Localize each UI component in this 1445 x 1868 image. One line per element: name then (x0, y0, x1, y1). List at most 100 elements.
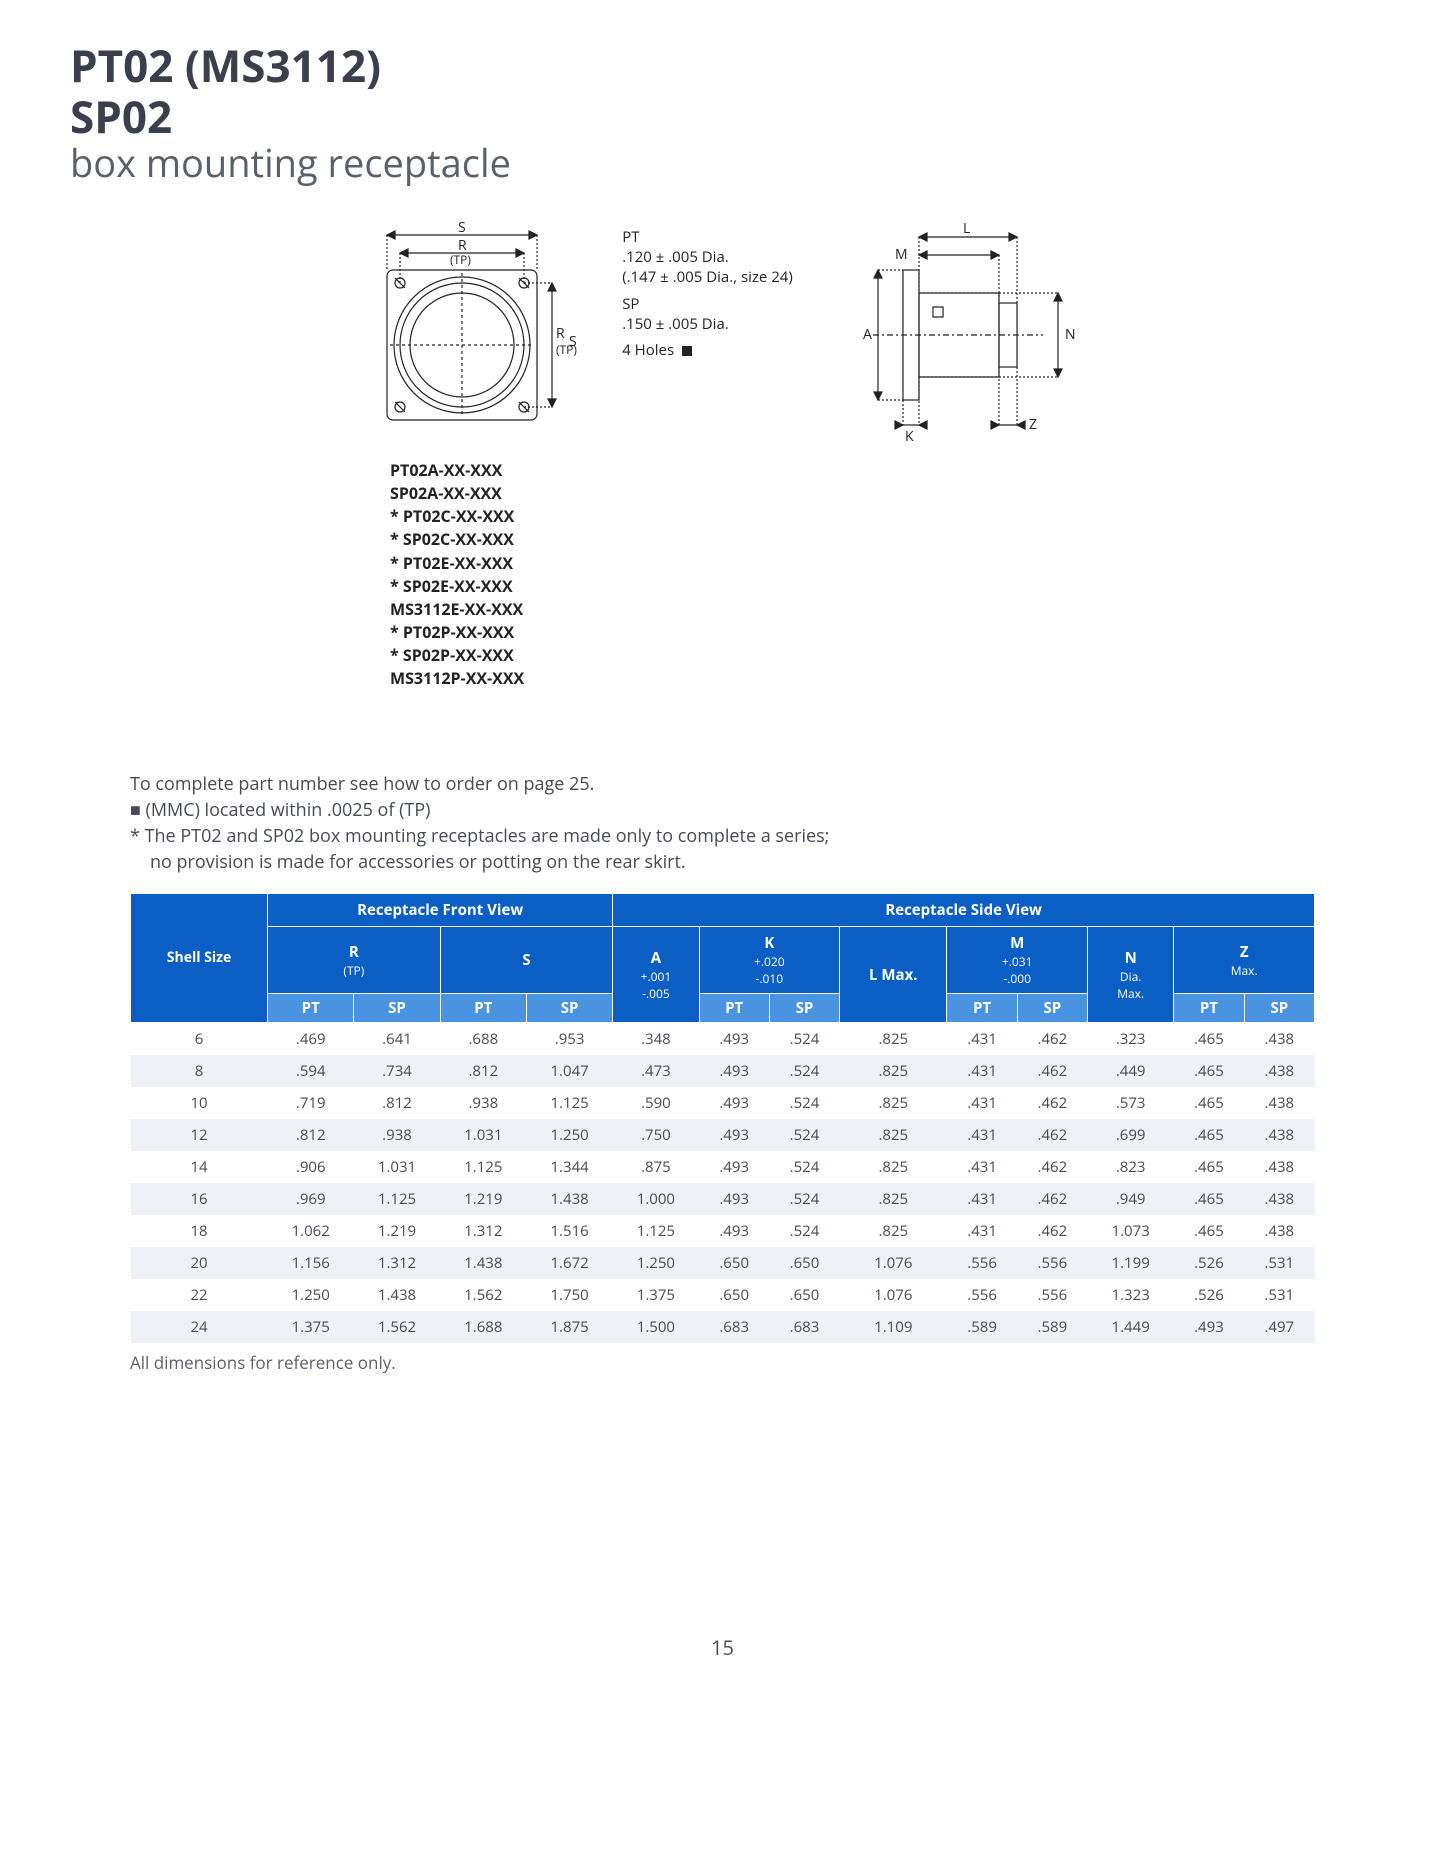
table-cell: .323 (1088, 1023, 1174, 1056)
th-z: Z Max. (1174, 927, 1315, 994)
table-cell: 8 (131, 1055, 268, 1087)
table-cell: .462 (1017, 1151, 1087, 1183)
th-k-sp: SP (769, 994, 839, 1023)
table-cell: .825 (840, 1151, 947, 1183)
table-cell: .526 (1174, 1279, 1244, 1311)
th-shell: Shell Size (131, 894, 268, 1023)
part-number: PT02A-XX-XXX (390, 459, 1375, 482)
table-cell: .493 (1174, 1311, 1244, 1343)
table-cell: .953 (526, 1023, 612, 1056)
table-row: 12.812.9381.0311.250.750.493.524.825.431… (131, 1119, 1315, 1151)
table-cell: .465 (1174, 1215, 1244, 1247)
table-cell: .650 (699, 1247, 769, 1279)
table-cell: .438 (1244, 1215, 1314, 1247)
part-number: * SP02C-XX-XXX (390, 528, 1375, 551)
th-front-group: Receptacle Front View (268, 894, 613, 927)
table-cell: .473 (613, 1055, 699, 1087)
table-cell: 14 (131, 1151, 268, 1183)
th-m-sp: SP (1017, 994, 1087, 1023)
table-cell: .493 (699, 1055, 769, 1087)
subtitle: box mounting receptacle (70, 141, 1375, 187)
title-line-2: SP02 (70, 91, 1375, 142)
table-cell: 1.375 (613, 1279, 699, 1311)
table-cell: .812 (354, 1087, 440, 1119)
part-number: * PT02E-XX-XXX (390, 552, 1375, 575)
table-cell: .348 (613, 1023, 699, 1056)
table-cell: .438 (1244, 1023, 1314, 1056)
front-view-diagram: S R (TP) R (TP) S (362, 215, 582, 445)
pt-line2: (.147 ± .005 Dia., size 24) (622, 267, 793, 287)
table-cell: .531 (1244, 1247, 1314, 1279)
table-cell: 1.125 (354, 1183, 440, 1215)
table-cell: 1.688 (440, 1311, 526, 1343)
table-cell: .556 (1017, 1279, 1087, 1311)
table-cell: 1.449 (1088, 1311, 1174, 1343)
table-cell: 1.672 (526, 1247, 612, 1279)
table-cell: .719 (268, 1087, 354, 1119)
table-cell: .589 (1017, 1311, 1087, 1343)
table-cell: .825 (840, 1215, 947, 1247)
table-cell: .938 (354, 1119, 440, 1151)
table-cell: .524 (769, 1055, 839, 1087)
th-l: L Max. (840, 927, 947, 1023)
th-m-pt: PT (947, 994, 1017, 1023)
table-cell: .590 (613, 1087, 699, 1119)
table-cell: .969 (268, 1183, 354, 1215)
table-cell: .594 (268, 1055, 354, 1087)
table-row: 8.594.734.8121.047.473.493.524.825.431.4… (131, 1055, 1315, 1087)
table-cell: .825 (840, 1119, 947, 1151)
table-cell: 1.250 (526, 1119, 612, 1151)
table-cell: 1.125 (526, 1087, 612, 1119)
table-cell: 1.031 (440, 1119, 526, 1151)
part-number: * SP02E-XX-XXX (390, 575, 1375, 598)
table-cell: .469 (268, 1023, 354, 1056)
dim-n-label: N (1065, 325, 1076, 344)
table-cell: .493 (699, 1215, 769, 1247)
table-cell: .556 (947, 1247, 1017, 1279)
table-cell: 1.199 (1088, 1247, 1174, 1279)
th-n: N Dia. Max. (1088, 927, 1174, 1023)
table-cell: .465 (1174, 1023, 1244, 1056)
title-line-1: PT02 (MS3112) (70, 40, 1375, 91)
dim-m-label: M (895, 245, 908, 264)
table-cell: .650 (699, 1279, 769, 1311)
table-cell: .526 (1174, 1247, 1244, 1279)
table-cell: .438 (1244, 1055, 1314, 1087)
table-cell: .825 (840, 1183, 947, 1215)
table-cell: 1.250 (613, 1247, 699, 1279)
diagram-area: S R (TP) R (TP) S PT .120 ± .005 Dia. (.… (70, 215, 1375, 445)
table-cell: .462 (1017, 1055, 1087, 1087)
table-cell: .493 (699, 1183, 769, 1215)
table-row: 6.469.641.688.953.348.493.524.825.431.46… (131, 1023, 1315, 1056)
table-cell: .465 (1174, 1119, 1244, 1151)
table-cell: 1.438 (440, 1247, 526, 1279)
table-cell: 1.073 (1088, 1215, 1174, 1247)
table-cell: 1.312 (440, 1215, 526, 1247)
table-cell: 1.076 (840, 1247, 947, 1279)
th-s-sp: SP (526, 994, 612, 1023)
table-cell: .699 (1088, 1119, 1174, 1151)
table-cell: .438 (1244, 1119, 1314, 1151)
th-z-pt: PT (1174, 994, 1244, 1023)
table-cell: .825 (840, 1055, 947, 1087)
table-cell: .524 (769, 1087, 839, 1119)
table-cell: 22 (131, 1279, 268, 1311)
table-cell: .825 (840, 1023, 947, 1056)
table-cell: .812 (440, 1055, 526, 1087)
dim-s-label: S (458, 218, 466, 237)
table-cell: .431 (947, 1087, 1017, 1119)
table-cell: .493 (699, 1023, 769, 1056)
table-cell: 1.125 (613, 1215, 699, 1247)
table-cell: .431 (947, 1119, 1017, 1151)
table-cell: .493 (699, 1087, 769, 1119)
table-cell: .431 (947, 1151, 1017, 1183)
table-cell: .465 (1174, 1151, 1244, 1183)
table-cell: .449 (1088, 1055, 1174, 1087)
table-cell: .650 (769, 1247, 839, 1279)
part-number: MS3112E-XX-XXX (390, 598, 1375, 621)
table-cell: 1.031 (354, 1151, 440, 1183)
table-cell: 1.562 (354, 1311, 440, 1343)
table-row: 181.0621.2191.3121.5161.125.493.524.825.… (131, 1215, 1315, 1247)
part-number: MS3112P-XX-XXX (390, 667, 1375, 690)
table-row: 201.1561.3121.4381.6721.250.650.6501.076… (131, 1247, 1315, 1279)
